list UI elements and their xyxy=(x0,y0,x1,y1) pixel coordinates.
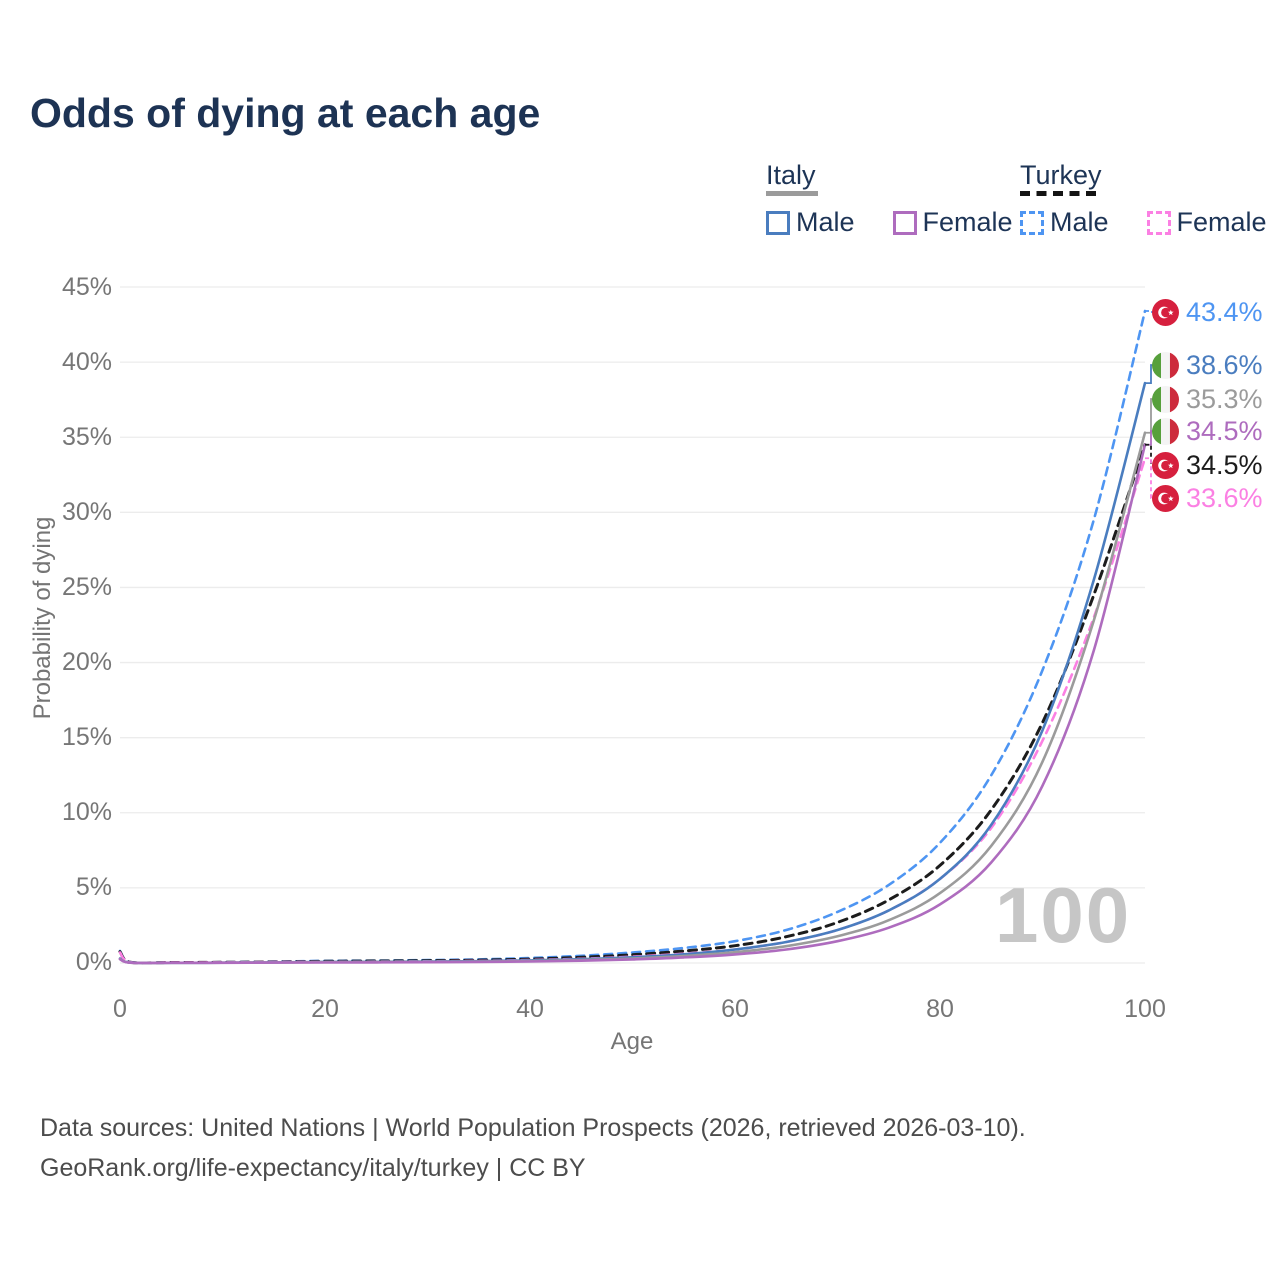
legend-turkey-male-label: Male xyxy=(1050,207,1109,237)
x-tick-60: 60 xyxy=(721,995,749,1023)
legend-item-turkey-female[interactable]: Female xyxy=(1146,207,1267,238)
legend-turkey-title: Turkey xyxy=(1020,160,1102,190)
x-tick-20: 20 xyxy=(311,995,339,1023)
legend-group-turkey: Turkey Male Female xyxy=(1020,160,1267,238)
legend-turkey-female-label: Female xyxy=(1176,207,1267,237)
series-line-turkey-both-sexes xyxy=(118,443,1147,965)
legend-italy-line-sample xyxy=(766,191,818,196)
footer: Data sources: United Nations | World Pop… xyxy=(40,1108,1026,1188)
x-axis-title: Age xyxy=(610,1028,654,1055)
italy-flag-icon xyxy=(1152,351,1179,379)
turkey-flag-icon xyxy=(1152,484,1179,512)
x-tick-100: 100 xyxy=(1124,995,1166,1023)
end-label-value: 43.4% xyxy=(1186,296,1263,327)
y-tick-5: 5% xyxy=(75,873,112,901)
y-tick-20: 20% xyxy=(61,648,112,676)
y-tick-10: 10% xyxy=(61,798,112,826)
end-label-turkey-female: 33.6% xyxy=(1152,482,1263,514)
y-tick-30: 30% xyxy=(61,498,112,526)
legend-turkey-row: Male Female xyxy=(1020,207,1267,238)
end-label-value: 34.5% xyxy=(1186,449,1263,480)
legend-italy-female-label: Female xyxy=(922,207,1013,237)
italy-flag-icon xyxy=(1152,385,1179,413)
legend-italy-title: Italy xyxy=(766,160,816,190)
y-tick-35: 35% xyxy=(61,423,112,451)
attribution-line: GeoRank.org/life-expectancy/italy/turkey… xyxy=(40,1154,586,1182)
x-tick-0: 0 xyxy=(113,995,127,1023)
series-line-italy-male xyxy=(118,381,1147,965)
end-label-turkey-both: 34.5% xyxy=(1152,449,1263,481)
end-label-italy-female: 34.5% xyxy=(1152,415,1263,447)
age-counter-watermark: 100 xyxy=(995,871,1132,959)
end-label-italy-male: 38.6% xyxy=(1152,349,1263,381)
data-source-line: Data sources: United Nations | World Pop… xyxy=(40,1114,1026,1142)
x-tick-80: 80 xyxy=(926,995,954,1023)
turkey-female-checkbox[interactable] xyxy=(1146,210,1171,235)
y-axis-title: Probability of dying xyxy=(29,516,56,720)
leader-line-turkey-female xyxy=(1145,457,1156,499)
turkey-flag-icon xyxy=(1152,298,1179,326)
y-tick-40: 40% xyxy=(61,348,112,376)
legend-group-italy: Italy Male Female xyxy=(766,160,1013,238)
legend-italy-male-label: Male xyxy=(796,207,855,237)
italy-female-checkbox[interactable] xyxy=(892,210,917,235)
legend-italy-row: Male Female xyxy=(766,207,1013,238)
y-tick-45: 45% xyxy=(61,273,112,301)
legend-item-italy-male[interactable]: Male xyxy=(766,207,855,238)
end-label-value: 34.5% xyxy=(1186,415,1263,446)
italy-flag-icon xyxy=(1152,417,1179,445)
end-label-value: 38.6% xyxy=(1186,349,1263,380)
y-tick-15: 15% xyxy=(61,723,112,751)
end-label-turkey-male: 43.4% xyxy=(1152,296,1263,328)
legend-item-turkey-male[interactable]: Male xyxy=(1020,207,1109,238)
turkey-male-checkbox[interactable] xyxy=(1020,210,1044,235)
y-tick-25: 25% xyxy=(61,573,112,601)
legend-turkey-line-sample xyxy=(1020,191,1096,196)
series-line-italy-female xyxy=(118,443,1147,965)
end-label-italy-both: 35.3% xyxy=(1152,383,1263,415)
series-line-turkey-male xyxy=(118,309,1147,965)
italy-male-checkbox[interactable] xyxy=(766,210,790,235)
turkey-flag-icon xyxy=(1152,451,1179,479)
end-label-value: 35.3% xyxy=(1186,383,1263,414)
y-tick-0: 0% xyxy=(75,948,112,976)
legend-item-italy-female[interactable]: Female xyxy=(892,207,1013,238)
x-tick-40: 40 xyxy=(516,995,544,1023)
page-title: Odds of dying at each age xyxy=(30,90,541,136)
end-label-value: 33.6% xyxy=(1186,482,1263,513)
